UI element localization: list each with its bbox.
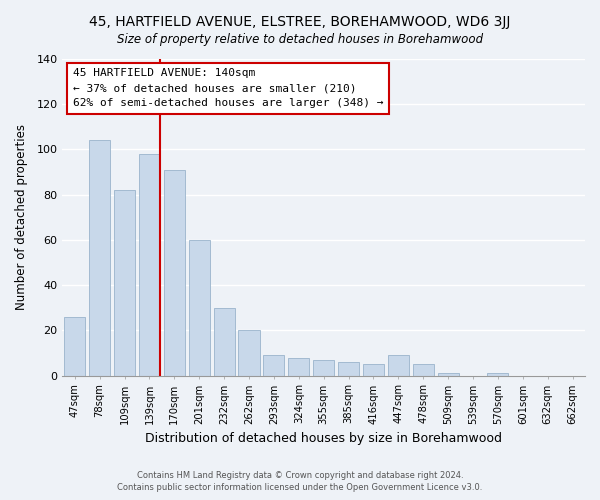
Bar [214,308,235,376]
Bar [114,190,135,376]
Y-axis label: Number of detached properties: Number of detached properties [15,124,28,310]
Bar [139,154,160,376]
Bar [89,140,110,376]
X-axis label: Distribution of detached houses by size in Borehamwood: Distribution of detached houses by size … [145,432,502,445]
Bar [64,317,85,376]
Bar [437,374,458,376]
Text: 45 HARTFIELD AVENUE: 140sqm
← 37% of detached houses are smaller (210)
62% of se: 45 HARTFIELD AVENUE: 140sqm ← 37% of det… [73,68,383,108]
Bar [238,330,260,376]
Bar [188,240,210,376]
Text: Size of property relative to detached houses in Borehamwood: Size of property relative to detached ho… [117,32,483,46]
Bar [363,364,384,376]
Bar [388,356,409,376]
Bar [338,362,359,376]
Bar [487,374,508,376]
Bar [164,170,185,376]
Text: Contains HM Land Registry data © Crown copyright and database right 2024.
Contai: Contains HM Land Registry data © Crown c… [118,471,482,492]
Text: 45, HARTFIELD AVENUE, ELSTREE, BOREHAMWOOD, WD6 3JJ: 45, HARTFIELD AVENUE, ELSTREE, BOREHAMWO… [89,15,511,29]
Bar [263,356,284,376]
Bar [413,364,434,376]
Bar [288,358,310,376]
Bar [313,360,334,376]
